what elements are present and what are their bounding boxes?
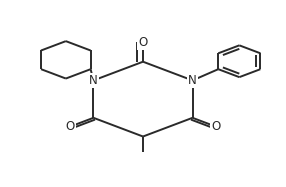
Text: O: O [65,120,75,133]
Text: O: O [211,120,221,133]
Text: N: N [188,74,197,87]
Text: O: O [138,36,148,49]
Text: N: N [89,74,98,87]
